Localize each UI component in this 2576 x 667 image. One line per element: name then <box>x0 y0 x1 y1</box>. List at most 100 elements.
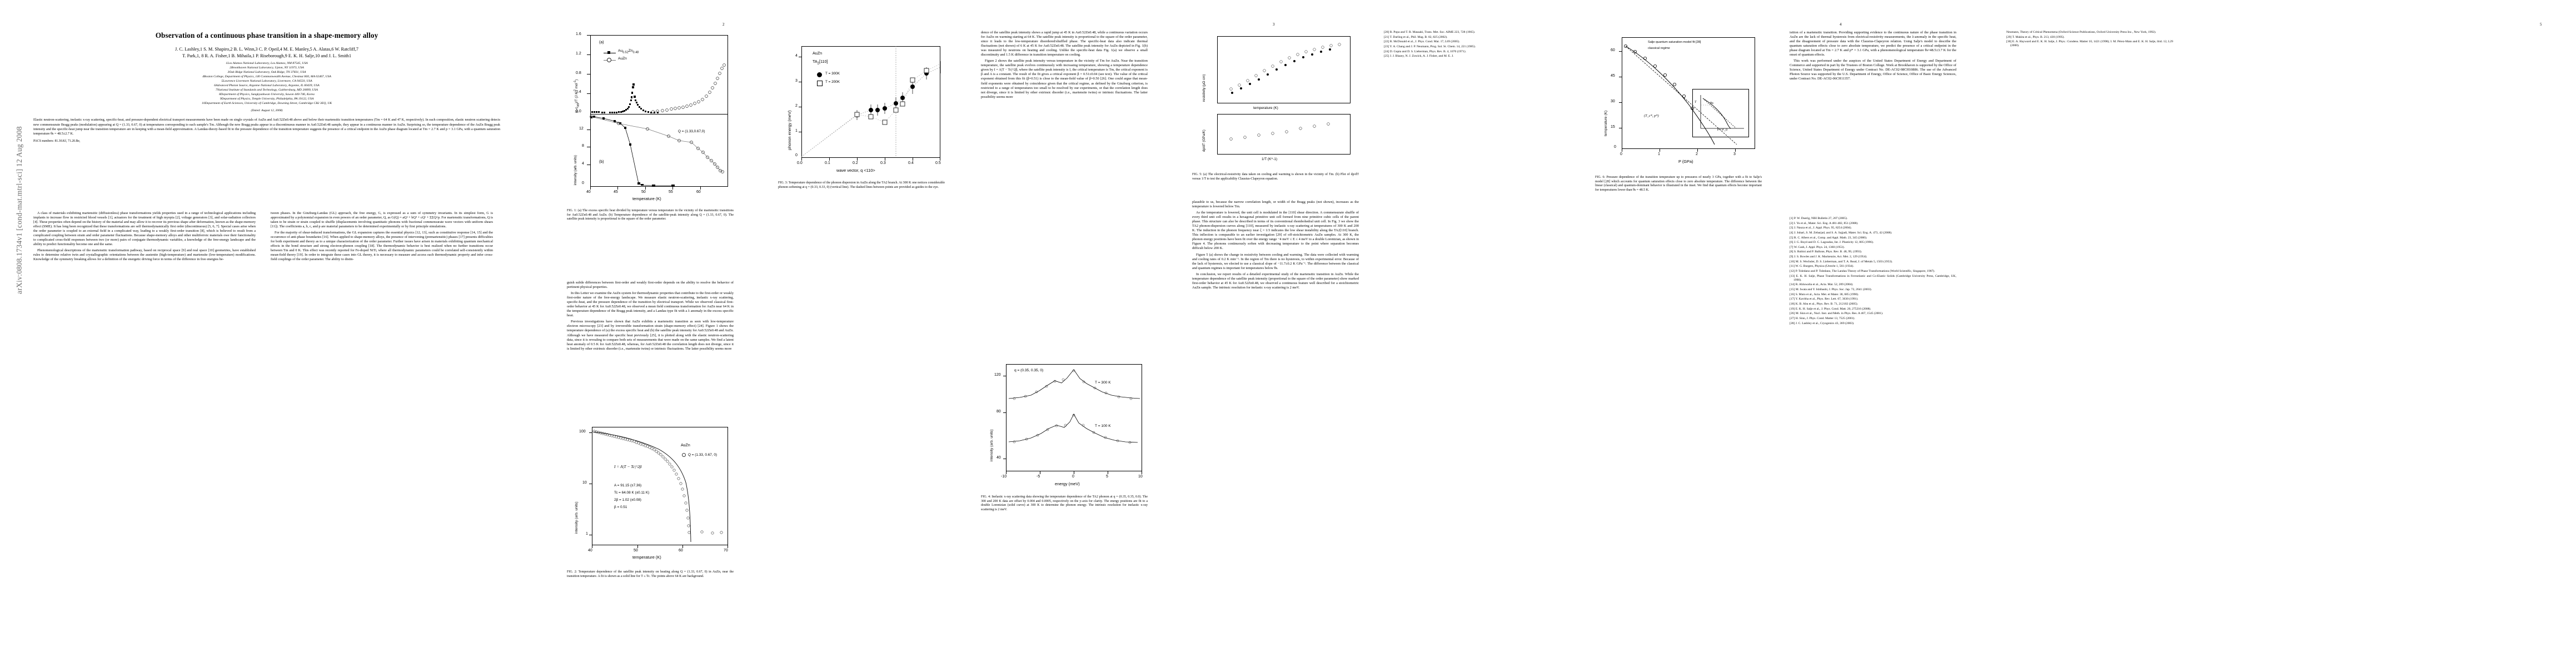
reference-item: [29] T. Makita et al., Phys. B. 213, 430… <box>2006 35 2065 39</box>
fig2-data-svg <box>592 430 723 542</box>
fig3-ytick: 4 <box>795 54 798 58</box>
fig5-xaxis-b-label: 1/T (K^-1) <box>1262 157 1278 161</box>
reference-item: [27] H. Sinn, J. Phys. Cond. Matter 13, … <box>1790 316 1855 320</box>
page-number: 3 <box>1273 22 1275 27</box>
reference-item: [17] Y. Kavitha et al., Phys. Rev. Lett.… <box>1790 297 1858 301</box>
fig1-xtick: 45 <box>614 190 618 194</box>
fig3-xtick: 0.1 <box>825 161 830 165</box>
fig3-xtick: 0.2 <box>853 161 858 165</box>
fig1-panel-a-label: (a) <box>599 41 604 44</box>
fig2-legend-marker <box>682 453 686 457</box>
fig1-panel-b-label: (b) <box>599 160 604 164</box>
fig1-ytick: 1.6 <box>576 32 581 36</box>
fig1-xaxis-label: temperature (K) <box>632 196 661 201</box>
reference-item: [1] P. W. Duerig, NIH Bulletin 27, 207 (… <box>1790 217 1848 220</box>
fig4-xtick: 5 <box>1106 475 1108 479</box>
fig6-ytick: 45 <box>1611 74 1615 78</box>
reference-item: [5] R. C. Albers et al., Comp. and Appl.… <box>1790 236 1867 240</box>
fig1-xtick: 50 <box>641 190 646 194</box>
fig1-ytick: 0.0 <box>576 109 581 113</box>
fig1-ytick: 0.8 <box>576 71 581 75</box>
paragraph: This work was performed under the auspic… <box>1790 59 1956 81</box>
reference-item: [23] Y. A. Chang and J. P. Neumann, Prog… <box>1384 44 1476 48</box>
fig1-yaxis-label-b: intensity (arb. units) <box>574 155 577 185</box>
fig2-xaxis-label: temperature (K) <box>632 555 661 560</box>
fig2-ytick: 100 <box>579 430 586 434</box>
fig6-inset-ylabel: T <box>1695 101 1697 104</box>
fig1-yaxis-label-a: (c-clatt)/T (J K-2 mol-1) <box>574 79 580 113</box>
fig1-ytick: 4 <box>582 162 584 166</box>
body-column-3: guish subtle differences between first-o… <box>567 281 734 353</box>
fig6-xtick: 1 <box>1658 152 1660 156</box>
fig2-xtick: 50 <box>634 549 638 552</box>
affiliation-list: 1Los Alamos National Laboratory, Los Ala… <box>33 61 500 113</box>
arxiv-stamp: arXiv:0808.1734v1 [cond-mat.mtrl-sci] 12… <box>15 126 23 294</box>
body-column-4: dence of the satellite peak intensity sh… <box>981 31 1148 101</box>
fig6-ytick: 15 <box>1611 125 1615 129</box>
fig4-ytick: 40 <box>996 456 1001 460</box>
reference-item: [10] M. S. Wechsler, D. S. Lieberman, an… <box>1790 260 1893 263</box>
fig1-xtick: 60 <box>696 190 701 194</box>
author-line-1: J. C. Lashley,1 S. M. Shapiro,2 B. L. Wi… <box>175 47 358 52</box>
fig2-fit-param: β = 0.51 <box>614 505 627 509</box>
fig3-legend-marker-300k <box>817 72 822 77</box>
paragraph: In conclusion, we report results of a de… <box>1192 272 1359 290</box>
figure-1: 1.6 1.2 0.8 0.4 0.0 12 8 4 0 40 45 <box>567 31 734 222</box>
figure-1-plot: 1.6 1.2 0.8 0.4 0.0 12 8 4 0 40 45 <box>567 31 734 206</box>
reference-item: [20] R. Popa and T. R. Masaaki, Trans. M… <box>1384 31 1476 34</box>
page-title: Observation of a continuous phase transi… <box>155 31 378 39</box>
figure-2-caption: FIG. 2: Temperature dependence of the sa… <box>567 570 734 578</box>
body-column-1: A class of materials exhibiting martensi… <box>33 211 256 264</box>
fig2-xtick: 60 <box>679 549 683 552</box>
fig3-ytick: 0 <box>795 153 798 157</box>
affiliation-item: 9Department of Physics, Temple Universit… <box>220 97 314 101</box>
fig1-legend-label-2: AuZn <box>618 57 627 61</box>
fig6-xtick: 3 <box>1733 152 1736 156</box>
fig2-fit-equation: I = A|T − Tc|^2β <box>614 464 642 469</box>
fig3-ytick: 2 <box>795 104 798 108</box>
reference-item: [11] W. G. Burgers, Physica (Utrecht 1, … <box>1790 265 1854 268</box>
fig4-xtick: 10 <box>1138 475 1143 479</box>
affiliation-item: 7National Institute of Standards and Tec… <box>216 88 318 92</box>
reference-item: [6] J. G. Boyd and D. C. Lagoudas, Int. … <box>1790 241 1874 245</box>
body-column-6: isition of a martensitic transition. Pro… <box>1790 31 1956 83</box>
affiliation-item: 4Boston College, Department of Physics, … <box>202 74 331 78</box>
fig1-xtick: 55 <box>669 190 673 194</box>
fig2-ytick: 1 <box>586 532 588 536</box>
fig1-data-svg <box>590 63 726 186</box>
fig3-data-svg <box>801 46 941 157</box>
fig6-ytick: 0 <box>1614 145 1616 149</box>
body-column-2: tween phases. In the Ginzburg-Landau (GL… <box>271 211 493 264</box>
paragraph: tween phases. In the Ginzburg-Landau (GL… <box>271 211 494 229</box>
reference-item: [21] T. Darling et al., Phil. Mag. B. 82… <box>1384 35 1448 39</box>
figure-5: temperature (K) 1/T (K^-1) resistivity (… <box>1192 31 1359 181</box>
fig4-annotation-t300: T = 300 K <box>1095 381 1111 385</box>
reference-item: [24] D. Gupta and D. S. Lieberman, Phys.… <box>1384 49 1467 53</box>
figure-2: 100 10 1 40 50 60 70 temperature (K) int… <box>567 422 734 579</box>
fig5-data-svg <box>1229 43 1341 141</box>
figure-3: 4 3 2 1 0 0.0 0.1 0.2 0.3 0.4 0.5 wave v… <box>778 31 945 190</box>
paragraph: For the majority of shear-induced transf… <box>271 231 493 262</box>
dateline: (Dated: August 12, 2008) <box>251 108 283 112</box>
reference-column-c: Neumann, Theory of Critical Phenomena (O… <box>2006 31 2173 49</box>
fig4-annotation-q: q = (0.35, 0.35, 0) <box>1014 369 1044 372</box>
reference-item: [8] S. Rubini and P. Ballone, Phys. Rev.… <box>1790 250 1862 254</box>
page-number: 5 <box>2540 22 2542 27</box>
affiliation-item: 3Oak Ridge National Laboratory, Oak Ridg… <box>227 70 306 74</box>
figure-6: 60 45 30 15 0 0 1 2 3 P (GPa) temperatur… <box>1595 31 1762 192</box>
reference-item: [25] J. J. Blazey, N. J. Zowick, A. J. F… <box>1384 54 1454 58</box>
affiliation-item: 1Los Alamos National Laboratory, Los Ala… <box>226 61 308 65</box>
figure-2-plot: 100 10 1 40 50 60 70 temperature (K) int… <box>567 422 734 567</box>
reference-item: [18] K. B. Abu et al., Phys. Rev. B. 71,… <box>1790 302 1858 306</box>
fig1-legend-label-1: Au0.52Zn0.48 <box>618 49 639 54</box>
paragraph: A class of materials exhibiting martensi… <box>33 211 256 247</box>
fig1-annotation: Q = (1.33,0.67,0) <box>678 130 705 133</box>
fig4-annotation-t100: T = 100 K <box>1095 424 1111 428</box>
fig6-data-svg <box>1624 44 1737 145</box>
fig1-ytick: 8 <box>582 144 584 148</box>
fig3-xtick: 0.5 <box>935 161 941 165</box>
reference-column-b: [1] P. W. Duerig, NIH Bulletin 27, 207 (… <box>1790 217 1956 326</box>
fig3-legend-label-200k: T = 200K <box>825 80 840 84</box>
reference-column-a: [20] R. Popa and T. R. Masaaki, Trans. M… <box>1384 31 1551 59</box>
paragraph: Figure 5 (a) shows the change in resisti… <box>1192 252 1359 270</box>
